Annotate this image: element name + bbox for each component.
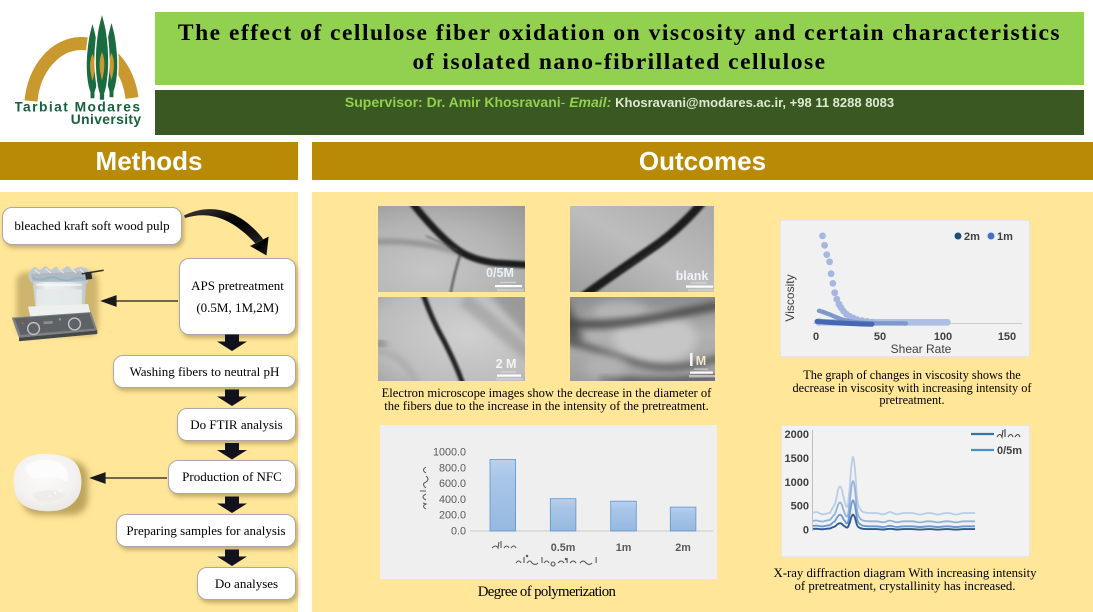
svg-text:Shear Rate: Shear Rate xyxy=(891,342,952,356)
svg-text:1500: 1500 xyxy=(785,453,809,465)
svg-text:150: 150 xyxy=(998,331,1016,343)
svg-text:2m: 2m xyxy=(675,542,691,554)
svg-text:2 M: 2 M xyxy=(496,357,517,371)
svg-text:1m: 1m xyxy=(616,542,632,554)
svg-text:0: 0 xyxy=(813,331,819,343)
svg-text:0/5M: 0/5M xyxy=(486,266,514,280)
svg-text:Tarbiat Modares: Tarbiat Modares xyxy=(15,100,142,115)
svg-text:50: 50 xyxy=(874,331,886,343)
svg-text:1m: 1m xyxy=(997,231,1013,243)
svg-text:1000.0: 1000.0 xyxy=(433,447,466,459)
svg-text:blank: blank xyxy=(676,269,709,283)
svg-text:2000: 2000 xyxy=(785,429,809,441)
svg-text:2m: 2m xyxy=(964,231,980,243)
svg-text:1000: 1000 xyxy=(785,477,809,489)
svg-text:0.0: 0.0 xyxy=(451,526,466,538)
svg-text:Viscosity: Viscosity xyxy=(783,274,797,321)
svg-text:800.0: 800.0 xyxy=(439,462,466,474)
svg-text:0: 0 xyxy=(803,525,809,537)
svg-text:600.0: 600.0 xyxy=(439,478,466,490)
svg-text:M: M xyxy=(696,354,706,368)
svg-text:200.0: 200.0 xyxy=(439,510,466,522)
svg-text:100: 100 xyxy=(934,331,952,343)
svg-text:0/5m: 0/5m xyxy=(997,445,1022,457)
svg-text:400.0: 400.0 xyxy=(439,494,466,506)
svg-text:500: 500 xyxy=(791,501,809,513)
svg-text:0.5m: 0.5m xyxy=(551,542,576,554)
svg-text:University: University xyxy=(71,112,142,127)
